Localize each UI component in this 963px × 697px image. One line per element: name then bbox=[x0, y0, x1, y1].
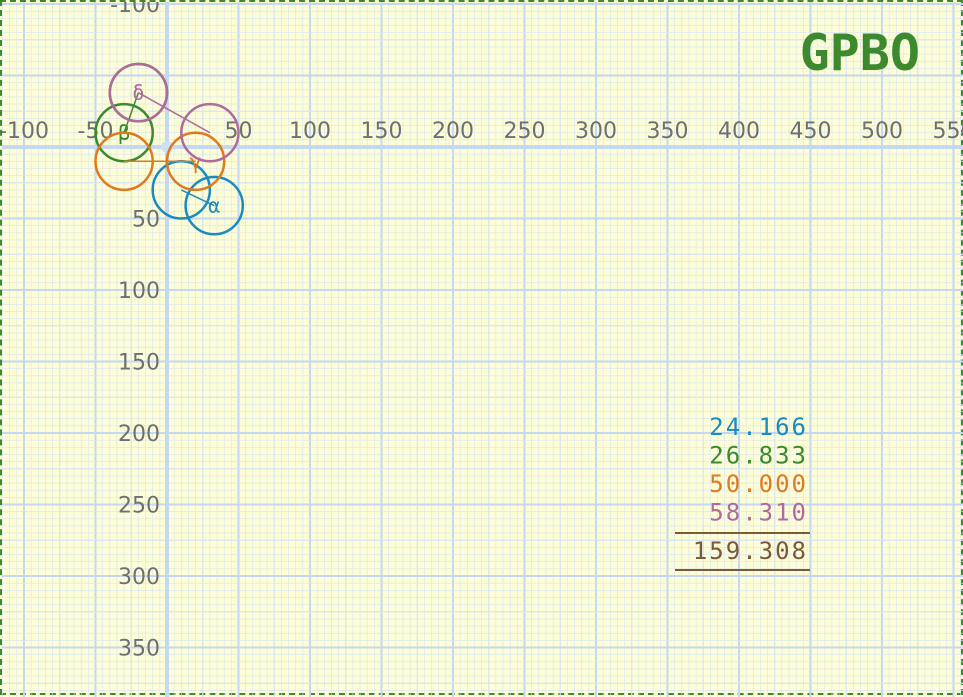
y-tick-label: 50 bbox=[132, 208, 160, 233]
x-tick-label: 200 bbox=[432, 119, 474, 144]
distance-value: 50.000 bbox=[709, 470, 808, 498]
x-tick-label: 350 bbox=[647, 119, 689, 144]
x-tick-label: 250 bbox=[504, 119, 546, 144]
x-tick-label: 150 bbox=[361, 119, 403, 144]
circle-label-alpha: α bbox=[208, 194, 220, 218]
x-tick-label: 100 bbox=[289, 119, 331, 144]
y-tick-label: 250 bbox=[118, 494, 160, 519]
y-tick-label: 300 bbox=[118, 565, 160, 590]
x-tick-label: 400 bbox=[718, 119, 760, 144]
y-tick-label: 150 bbox=[118, 351, 160, 376]
x-tick-label: 450 bbox=[790, 119, 832, 144]
x-tick-label: 500 bbox=[861, 119, 903, 144]
y-tick-label: 350 bbox=[118, 637, 160, 662]
circle-label-delta: δ bbox=[132, 81, 144, 105]
y-tick-label: -100 bbox=[110, 2, 160, 18]
y-tick-label: 100 bbox=[118, 279, 160, 304]
x-tick-label: 300 bbox=[575, 119, 617, 144]
distance-value: 24.166 bbox=[709, 413, 808, 441]
y-tick-label: 200 bbox=[118, 422, 160, 447]
distance-value: 58.310 bbox=[709, 499, 808, 527]
x-tick-label: 550 bbox=[933, 119, 963, 144]
x-tick-label: -100 bbox=[2, 119, 49, 144]
total-value: 159.308 bbox=[693, 537, 808, 565]
app-logo: GPBO bbox=[800, 24, 920, 82]
distance-value: 26.833 bbox=[709, 442, 808, 470]
